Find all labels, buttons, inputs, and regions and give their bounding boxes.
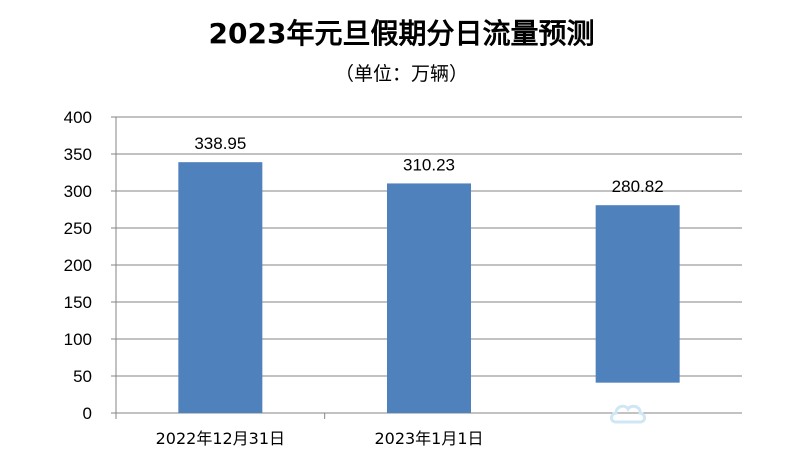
- y-tick-label: 150: [64, 293, 92, 312]
- y-tick-label: 300: [64, 182, 92, 201]
- data-label: 338.95: [194, 134, 246, 153]
- y-tick-label: 0: [83, 404, 92, 423]
- y-tick-label: 100: [64, 330, 92, 349]
- y-tick-label: 200: [64, 256, 92, 275]
- bar: [178, 162, 263, 413]
- bar: [387, 183, 471, 413]
- y-tick-label: 250: [64, 219, 92, 238]
- x-category-label: 2022年12月31日: [156, 429, 285, 448]
- y-tick-label: 400: [64, 108, 92, 127]
- data-label: 280.82: [612, 177, 664, 196]
- bar: [595, 205, 680, 383]
- y-tick-label: 350: [64, 145, 92, 164]
- bar-layer: [178, 162, 680, 413]
- data-label: 310.23: [403, 155, 455, 174]
- chart-title: 2023年元旦假期分日流量预测: [208, 17, 595, 50]
- x-category-label: 2023年1月1日: [374, 429, 483, 448]
- label-layer: 338.95 2022年12月31日 310.23 2023年1月1日 280.82: [156, 134, 664, 448]
- y-tick-label: 50: [73, 367, 92, 386]
- watermark-cloud-icon: [608, 398, 648, 428]
- chart-subtitle: （单位：万辆）: [334, 63, 468, 85]
